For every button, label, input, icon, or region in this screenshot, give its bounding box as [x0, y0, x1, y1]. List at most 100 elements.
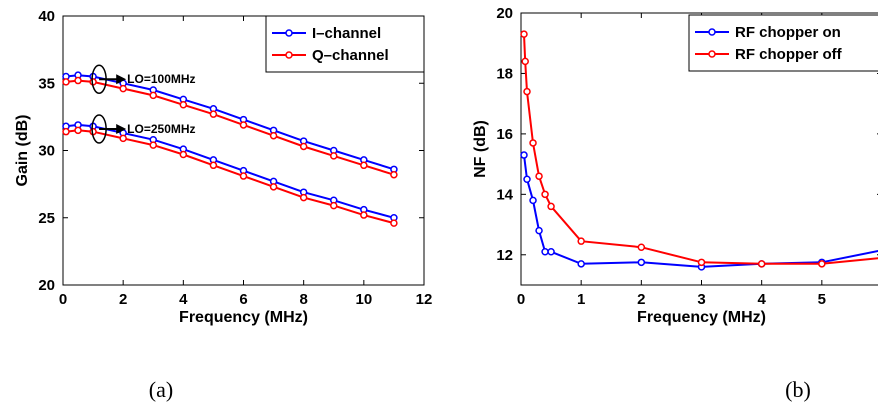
x-tick-label: 0 — [517, 291, 525, 308]
x-tick-label: 3 — [697, 291, 705, 308]
data-point — [360, 211, 368, 219]
data-point — [119, 84, 127, 93]
y-tick-label: 30 — [38, 143, 55, 160]
data-point — [62, 78, 70, 86]
data-point — [269, 131, 278, 140]
x-tick-label: 6 — [239, 291, 247, 308]
data-point — [577, 237, 585, 245]
data-point — [523, 87, 531, 96]
x-axis-label: Frequency (MHz) — [637, 309, 766, 326]
data-point — [330, 201, 338, 210]
data-point — [637, 243, 646, 251]
data-point — [520, 151, 528, 159]
y-tick-label: 16 — [496, 126, 513, 143]
y-tick-label: 20 — [496, 5, 513, 22]
caption-a: (a) — [149, 377, 173, 402]
data-point — [209, 161, 218, 170]
data-point — [535, 172, 543, 180]
data-point — [523, 175, 531, 183]
annotation-label: LO=250MHz — [127, 122, 195, 136]
series-1 — [62, 76, 398, 179]
data-point — [149, 141, 157, 149]
data-point — [541, 248, 549, 256]
data-point — [637, 258, 646, 267]
series-line — [65, 129, 395, 225]
y-tick-label: 25 — [38, 210, 55, 227]
x-tick-label: 1 — [577, 291, 585, 308]
data-point — [239, 172, 248, 180]
data-point — [818, 260, 826, 268]
data-point — [390, 219, 398, 227]
annotation-label: LO=100MHz — [127, 72, 195, 86]
x-tick-label: 10 — [355, 291, 372, 308]
chart-gain: 0 2 4 6 8 10 12 20 25 30 35 40 Frequency (MHz) Gain (… — [14, 8, 432, 326]
series-line — [65, 74, 395, 171]
legend-box — [265, 15, 425, 73]
chart-noise-figure: 01234561214161820Frequency (MHz)NF (dB)R… — [472, 5, 878, 326]
data-point — [74, 76, 82, 85]
annotation-arrow-head — [116, 74, 127, 85]
data-point — [269, 183, 278, 191]
legend-swatch-marker — [285, 29, 293, 37]
data-point — [547, 248, 555, 256]
legend-swatch-marker — [708, 50, 716, 58]
data-point — [529, 139, 537, 147]
data-point — [521, 57, 529, 66]
x-tick-label: 5 — [818, 291, 826, 308]
data-point — [757, 260, 766, 268]
legend-swatch-marker — [285, 51, 293, 59]
y-tick-label: 35 — [38, 75, 55, 92]
data-point — [149, 91, 157, 100]
y-axis-label: NF (dB) — [472, 120, 489, 178]
series-0 — [520, 151, 878, 271]
x-tick-label: 4 — [179, 291, 188, 308]
series-3 — [62, 126, 398, 227]
y-tick-label: 18 — [496, 65, 513, 82]
series-line — [65, 79, 395, 176]
data-point — [119, 134, 127, 143]
legend: RF chopper on RF chopper off — [688, 14, 878, 72]
x-axis-label: Frequency (MHz) — [179, 309, 308, 326]
legend-swatch-marker — [708, 28, 716, 36]
legend: I–channel Q–channel — [265, 15, 425, 73]
data-point — [330, 152, 338, 160]
y-tick-label: 20 — [38, 277, 55, 294]
legend-entry-label: RF chopper off — [735, 46, 843, 63]
data-point — [360, 161, 368, 170]
data-point — [577, 260, 585, 268]
legend-box — [688, 14, 878, 72]
data-point — [209, 110, 218, 118]
x-tick-label: 2 — [119, 291, 127, 308]
y-tick-label: 40 — [38, 8, 55, 25]
data-point — [179, 150, 188, 159]
legend-entry-label: RF chopper on — [735, 24, 841, 41]
data-point — [697, 258, 706, 267]
x-tick-label: 4 — [757, 291, 766, 308]
y-axis-label: Gain (dB) — [14, 115, 31, 187]
data-point — [74, 126, 82, 135]
x-tick-label: 12 — [416, 291, 433, 308]
annotation-0: LO=100MHz — [91, 64, 196, 94]
x-tick-label: 0 — [59, 291, 67, 308]
data-point — [299, 142, 308, 151]
series-1 — [520, 30, 878, 268]
data-point — [520, 30, 528, 38]
legend-entry-label: I–channel — [312, 25, 381, 42]
y-tick-label: 14 — [496, 186, 513, 203]
legend-entry-label: Q–channel — [312, 47, 389, 64]
annotation-1: LO=250MHz — [91, 114, 196, 144]
series-line — [523, 154, 878, 268]
data-point — [239, 121, 248, 129]
data-point — [535, 226, 543, 235]
caption-b: (b) — [785, 377, 811, 402]
annotation-arrow-head — [116, 123, 127, 134]
data-point — [529, 196, 537, 205]
data-point — [547, 202, 555, 211]
data-point — [541, 190, 549, 199]
series-2 — [62, 121, 398, 222]
data-point — [390, 170, 398, 179]
x-tick-label: 2 — [637, 291, 645, 308]
data-point — [179, 101, 188, 109]
x-tick-label: 8 — [299, 291, 307, 308]
